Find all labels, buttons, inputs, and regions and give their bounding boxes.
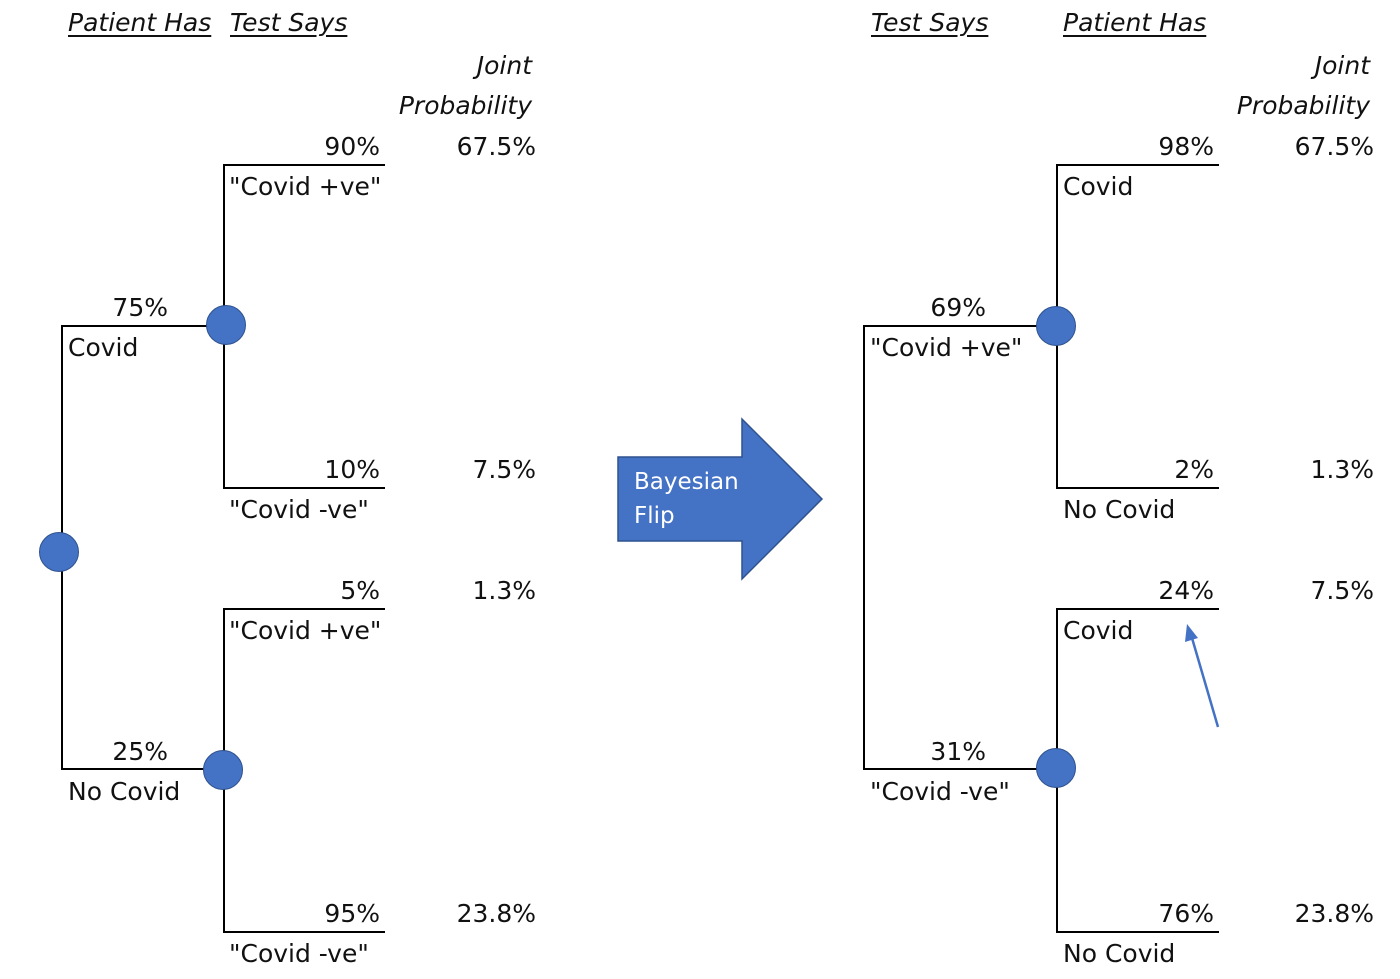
left-level1-label: Covid <box>68 333 139 362</box>
right-level2-label: Covid <box>1063 172 1134 201</box>
bayesian-flip-label-2: Flip <box>634 503 675 529</box>
left-level2-label: "Covid -ve" <box>229 495 369 524</box>
left-header-patient-has: Patient Has <box>68 8 212 37</box>
right-pos-node <box>1036 306 1076 346</box>
left-branch-covid <box>61 325 227 327</box>
left-level2-prob: 5% <box>340 576 380 605</box>
bayesian-flip-label-1: Bayesian <box>634 469 739 495</box>
left-joint-value: 1.3% <box>472 576 536 605</box>
right-header-patient-has: Patient Has <box>1063 8 1207 37</box>
left-branch-covid-neg <box>223 487 385 489</box>
left-joint-value: 7.5% <box>472 455 536 484</box>
left-joint-value: 67.5% <box>456 132 536 161</box>
left-branch-nocovid-neg <box>223 931 385 933</box>
right-joint-value: 1.3% <box>1310 455 1374 484</box>
left-header-test-says: Test Says <box>230 8 348 37</box>
right-level2-prob: 98% <box>1158 132 1214 161</box>
right-branch-pos-nocovid <box>1056 487 1219 489</box>
right-level1-prob: 69% <box>930 293 986 322</box>
right-branch-neg-nocovid <box>1056 931 1219 933</box>
left-header-joint: Joint <box>476 51 532 80</box>
left-covid-node <box>206 305 246 345</box>
right-level2-label: Covid <box>1063 616 1134 645</box>
right-neg-node <box>1036 748 1076 788</box>
right-joint-value: 7.5% <box>1310 576 1374 605</box>
right-root-trunk <box>863 325 865 769</box>
left-level2-label: "Covid +ve" <box>229 616 382 645</box>
left-level2-label: "Covid -ve" <box>229 939 369 968</box>
right-level2-label: No Covid <box>1063 495 1176 524</box>
right-level2-prob: 24% <box>1158 576 1214 605</box>
right-header-test-says: Test Says <box>871 8 989 37</box>
left-root-node <box>39 532 79 572</box>
left-level2-prob: 95% <box>324 899 380 928</box>
right-joint-value: 23.8% <box>1294 899 1374 928</box>
right-branch-neg <box>863 768 1057 770</box>
right-level1-label: "Covid -ve" <box>870 777 1010 806</box>
left-level2-prob: 90% <box>324 132 380 161</box>
right-level2-label: No Covid <box>1063 939 1176 968</box>
left-no-covid-node <box>203 750 243 790</box>
left-level1-prob: 75% <box>112 293 168 322</box>
left-level2-label: "Covid +ve" <box>229 172 382 201</box>
left-level1-prob: 25% <box>112 737 168 766</box>
right-level1-prob: 31% <box>930 737 986 766</box>
right-header-joint: Joint <box>1314 51 1370 80</box>
left-level1-label: No Covid <box>68 777 181 806</box>
right-level2-prob: 2% <box>1174 455 1214 484</box>
right-branch-neg-covid <box>1056 608 1219 610</box>
right-level1-label: "Covid +ve" <box>870 333 1023 362</box>
left-branch-covid-pos <box>223 164 385 166</box>
left-branch-no-covid <box>61 768 223 770</box>
right-branch-pos-covid <box>1056 164 1219 166</box>
left-header-probability: Probability <box>398 91 532 120</box>
right-header-probability: Probability <box>1236 91 1370 120</box>
left-joint-value: 23.8% <box>456 899 536 928</box>
right-level2-prob: 76% <box>1158 899 1214 928</box>
left-level2-prob: 10% <box>324 455 380 484</box>
right-joint-value: 67.5% <box>1294 132 1374 161</box>
right-branch-pos <box>863 325 1057 327</box>
left-branch-nocovid-pos <box>223 608 385 610</box>
